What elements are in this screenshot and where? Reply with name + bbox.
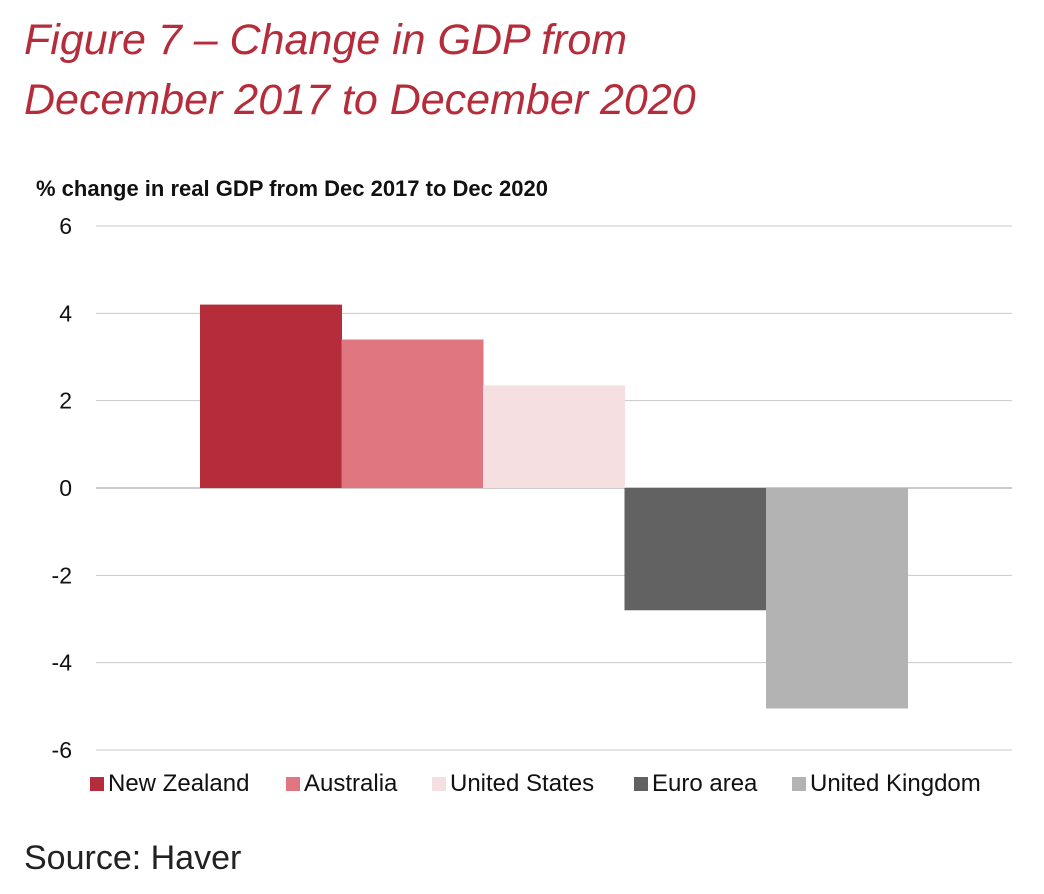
legend-swatch bbox=[634, 777, 648, 791]
y-tick-label: -2 bbox=[52, 562, 72, 588]
chart-container: % change in real GDP from Dec 2017 to De… bbox=[0, 160, 1044, 820]
y-tick-label: 6 bbox=[59, 213, 72, 239]
legend-label: Australia bbox=[304, 770, 398, 797]
legend-item-euro-area: Euro area bbox=[634, 770, 758, 797]
bar-united-states bbox=[483, 385, 625, 488]
legend-item-new-zealand: New Zealand bbox=[90, 770, 249, 797]
bar-new-zealand bbox=[200, 304, 342, 488]
legend-swatch bbox=[792, 777, 806, 791]
legend-label: United Kingdom bbox=[810, 770, 981, 797]
legend-item-united-states: United States bbox=[432, 770, 594, 797]
bar-euro-area bbox=[624, 488, 767, 611]
figure-title: Figure 7 – Change in GDP from December 2… bbox=[24, 10, 1024, 130]
bar-united-kingdom bbox=[766, 488, 908, 709]
y-tick-label: 0 bbox=[59, 475, 72, 501]
figure-title-line-2: December 2017 to December 2020 bbox=[24, 76, 696, 124]
legend-swatch bbox=[90, 777, 104, 791]
y-tick-label: -6 bbox=[52, 737, 72, 763]
bars bbox=[200, 304, 908, 709]
y-tick-label: 2 bbox=[59, 388, 72, 414]
source-note: Source: Haver bbox=[24, 839, 242, 877]
legend-item-united-kingdom: United Kingdom bbox=[792, 770, 981, 797]
figure-title-line-1: Figure 7 – Change in GDP from bbox=[24, 16, 628, 64]
y-axis-label: % change in real GDP from Dec 2017 to De… bbox=[36, 176, 548, 201]
legend-label: New Zealand bbox=[108, 770, 249, 797]
legend-label: Euro area bbox=[652, 770, 758, 797]
y-axis-ticks: 6 4 2 0 -2 -4 -6 bbox=[52, 213, 73, 763]
y-tick-label: -4 bbox=[52, 650, 73, 676]
legend-swatch bbox=[432, 777, 446, 791]
bar-australia bbox=[341, 339, 484, 488]
legend-swatch bbox=[286, 777, 300, 791]
legend: New Zealand Australia United States Euro ar… bbox=[90, 770, 981, 797]
legend-label: United States bbox=[450, 770, 594, 797]
legend-item-australia: Australia bbox=[286, 770, 398, 797]
bar-chart: % change in real GDP from Dec 2017 to De… bbox=[36, 176, 1012, 797]
y-tick-label: 4 bbox=[59, 300, 72, 326]
